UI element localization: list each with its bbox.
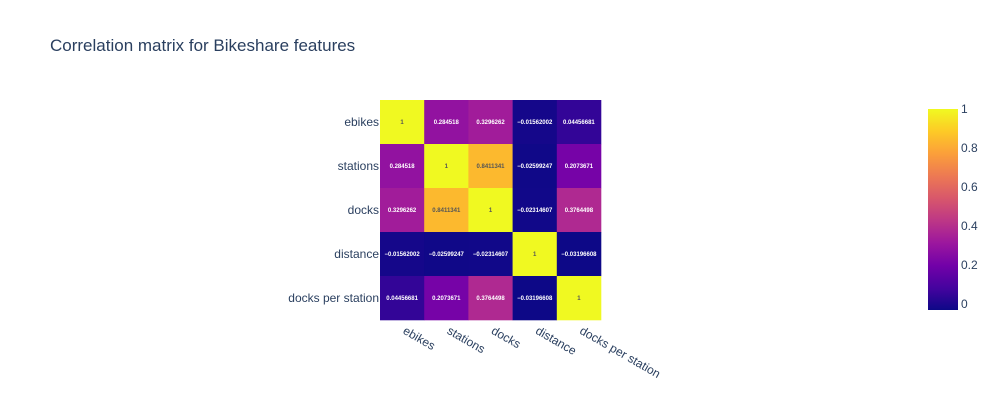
cell-value-label: 0.284518 — [434, 120, 460, 126]
heatmap-cell — [556, 144, 602, 189]
heatmap-cell — [380, 276, 425, 321]
cell-value-label: −0.03196608 — [517, 296, 553, 302]
x-tick-label: ebikes — [401, 323, 438, 352]
cell-value-label: 0.8411341 — [476, 164, 505, 170]
cell-value-label: 0.04456681 — [386, 296, 418, 302]
cell-value-label: −0.01562002 — [384, 252, 420, 258]
x-tick-label: stations — [445, 323, 488, 356]
heatmap-cell — [468, 232, 513, 277]
heatmap-cell — [556, 188, 602, 233]
cell-value-label: 0.3764498 — [476, 296, 505, 302]
colorbar — [928, 109, 958, 310]
cell-value-label: 1 — [445, 164, 449, 170]
heatmap-cell — [468, 188, 513, 233]
y-tick-label: ebikes — [344, 115, 379, 129]
cell-value-label: 1 — [400, 120, 404, 126]
x-tick-label: docks — [489, 323, 523, 351]
heatmap-cell — [512, 232, 558, 277]
heatmap-cell — [424, 144, 469, 189]
heatmap-cell — [424, 188, 469, 233]
heatmap-cell — [512, 144, 558, 189]
cell-value-label: −0.02314607 — [517, 208, 553, 214]
y-tick-label: docks per station — [288, 291, 379, 305]
heatmap-cell — [512, 188, 558, 233]
cell-value-label: 0.284518 — [390, 164, 416, 170]
heatmap-cell — [468, 276, 513, 321]
colorbar-ticks: 0 0.2 0.4 0.6 0.8 1 — [961, 102, 978, 311]
colorbar-tick-label: 0.2 — [961, 258, 978, 272]
y-tick-label: docks — [348, 203, 379, 217]
cell-value-label: 0.04456681 — [563, 120, 595, 126]
heatmap-cell — [468, 100, 513, 145]
heatmap-cell — [380, 188, 425, 233]
heatmap-cell — [556, 232, 602, 277]
cell-value-label: 0.3296262 — [388, 208, 417, 214]
heatmap-cell — [424, 232, 469, 277]
colorbar-tick-label: 0 — [961, 297, 968, 311]
heatmap-cell — [512, 100, 558, 145]
heatmap-cell — [380, 100, 425, 145]
heatmap-cell — [556, 100, 602, 145]
heatmap-cell — [512, 276, 558, 321]
chart-title: Correlation matrix for Bikeshare feature… — [50, 36, 355, 55]
x-tick-label: docks per station — [577, 323, 663, 380]
y-axis-labels: ebikes stations docks distance docks per sta… — [288, 115, 379, 305]
heatmap-cell — [468, 144, 513, 189]
cell-value-label: −0.02599247 — [517, 164, 553, 170]
heatmap-cells: 1 0.284518 0.3296262 −0.01562002 0.04456681 0… — [380, 100, 602, 321]
cell-value-label: −0.01562002 — [517, 120, 553, 126]
y-tick-label: stations — [338, 159, 379, 173]
cell-value-label: −0.03196608 — [561, 252, 597, 258]
colorbar-tick-label: 0.4 — [961, 219, 978, 233]
cell-value-label: 1 — [489, 208, 493, 214]
heatmap-cell — [380, 232, 425, 277]
cell-value-label: 1 — [533, 252, 537, 258]
heatmap-cell — [424, 100, 469, 145]
cell-value-label: −0.02599247 — [429, 252, 465, 258]
cell-value-label: 0.8411341 — [432, 208, 461, 214]
colorbar-tick-label: 0.8 — [961, 141, 978, 155]
colorbar-tick-label: 0.6 — [961, 180, 978, 194]
colorbar-tick-label: 1 — [961, 102, 968, 116]
heatmap-cell — [556, 276, 602, 321]
cell-value-label: 0.2073671 — [432, 296, 461, 302]
cell-value-label: −0.02314607 — [473, 252, 509, 258]
cell-value-label: 1 — [577, 296, 581, 302]
x-tick-label: distance — [533, 323, 579, 358]
y-tick-label: distance — [334, 247, 379, 261]
cell-value-label: 0.3296262 — [476, 120, 505, 126]
heatmap-cell — [380, 144, 425, 189]
cell-value-label: 0.2073671 — [565, 164, 594, 170]
heatmap-cell — [424, 276, 469, 321]
cell-value-label: 0.3764498 — [565, 208, 594, 214]
